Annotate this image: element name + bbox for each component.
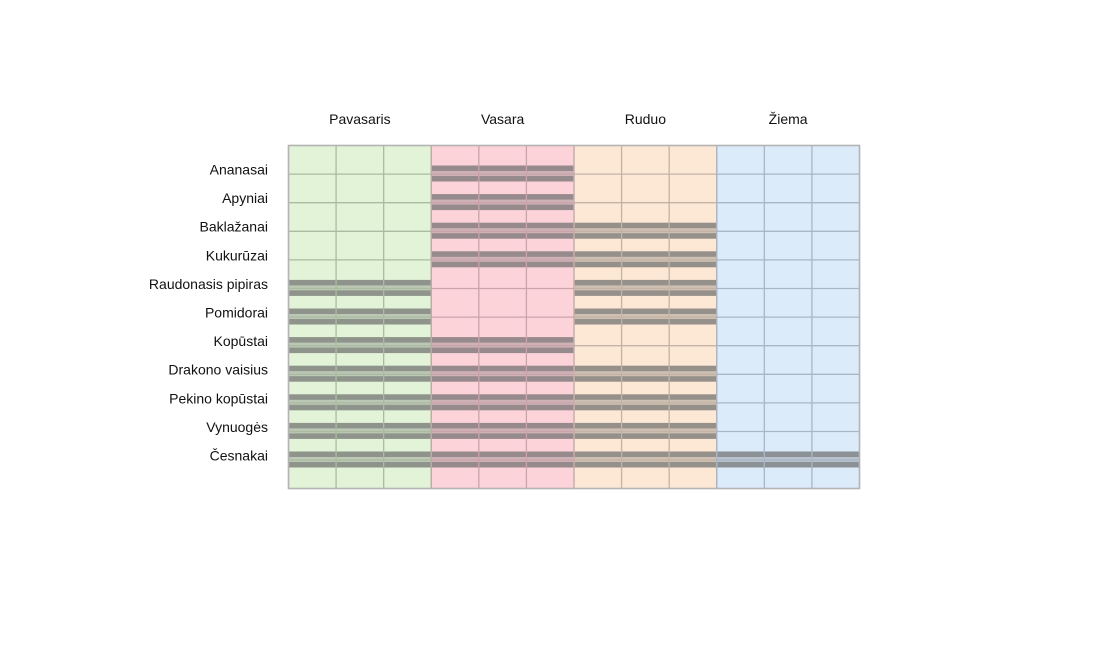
crop-label: Ananasai bbox=[210, 162, 268, 178]
crop-label: Raudonasis pipiras bbox=[149, 276, 268, 292]
season-label: Pavasaris bbox=[329, 111, 390, 127]
crop-label: Česnakai bbox=[210, 448, 268, 464]
crop-label: Kukurūzai bbox=[206, 247, 268, 263]
crop-label: Kopūstai bbox=[214, 333, 268, 349]
season-label: Vasara bbox=[481, 111, 525, 127]
crop-label: Vynuogės bbox=[206, 419, 268, 435]
crop-label: Pekino kopūstai bbox=[169, 390, 268, 406]
crop-label: Apyniai bbox=[222, 190, 268, 206]
season-label: Ruduo bbox=[625, 111, 666, 127]
grid-border bbox=[287, 144, 861, 490]
crop-label: Pomidorai bbox=[205, 305, 268, 321]
season-label: Žiema bbox=[769, 111, 808, 127]
crop-label: Drakono vaisius bbox=[168, 362, 268, 378]
labels: Pavasaris Vasara Ruduo Žiema Ananasai Apyniai… bbox=[149, 111, 808, 464]
grid-lines bbox=[287, 144, 861, 490]
crop-label: Baklažanai bbox=[200, 219, 269, 235]
